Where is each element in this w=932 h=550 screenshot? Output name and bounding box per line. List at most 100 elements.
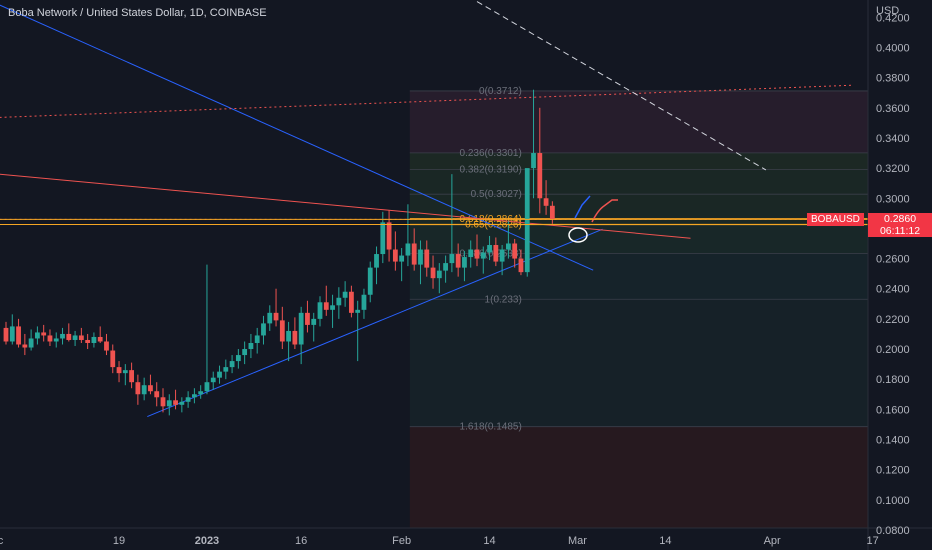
candle-body (9, 326, 15, 342)
candle-body (223, 367, 229, 372)
candle-body (355, 309, 361, 313)
candle-body (235, 355, 241, 362)
price-tick-label: 0.4200 (876, 12, 910, 24)
candle-body (418, 249, 423, 265)
annotation-circle (568, 227, 588, 243)
fib-zone (409, 224, 868, 254)
candle-body (336, 297, 342, 306)
candle-body (543, 198, 549, 206)
price-tick-label: 0.1400 (876, 434, 910, 446)
candle-body (436, 270, 442, 279)
candle-body (411, 243, 417, 265)
time-tick-label: Feb (392, 535, 411, 547)
candle-body (160, 397, 166, 407)
candle-body (22, 344, 28, 348)
candle-body (487, 244, 492, 253)
trendline-descending-resistance (0, 4, 594, 271)
candle-body (380, 222, 386, 255)
candle-body (66, 333, 72, 340)
candle-body (405, 243, 411, 256)
candle-body (110, 350, 116, 368)
price-tick-label: 0.3200 (876, 163, 910, 175)
candle-body (242, 349, 248, 356)
candle-body (399, 255, 405, 262)
candle-body (392, 249, 398, 262)
trendline-long-red-trend (0, 173, 691, 239)
candle-body (349, 291, 354, 313)
candle-body (229, 361, 235, 368)
candle-body (135, 382, 141, 395)
fib-level-label: 0.5(0.3027) (471, 189, 522, 200)
fib-level-label: 0(0.3712) (479, 86, 522, 97)
candle-body (330, 305, 335, 310)
candle-body (317, 302, 323, 319)
candle-body (531, 153, 536, 169)
candle-body (305, 312, 310, 325)
fib-zone (409, 253, 868, 300)
symbol-price-label: BOBAUSD (807, 213, 864, 226)
candle-body (323, 302, 329, 310)
price-tick-label: 0.1800 (876, 374, 910, 386)
fib-level-label: 1(0.233) (485, 294, 522, 305)
candle-body (192, 394, 197, 398)
candle-body (116, 367, 122, 374)
candle-body (311, 318, 317, 325)
fib-zone (409, 426, 868, 528)
candle-body (104, 341, 109, 351)
price-tick-label: 0.0800 (876, 525, 910, 537)
candle-body (47, 335, 53, 342)
fib-level-label: 0.786(0.2633) (460, 249, 522, 260)
trendline-upper-red-dotted (0, 84, 854, 118)
fib-zone (409, 169, 868, 225)
time-tick-label: 16 (295, 535, 307, 547)
time-tick-label: 17 (867, 535, 879, 547)
candle-body (254, 335, 260, 343)
candle-body (60, 333, 65, 339)
time-tick-label: 2023 (195, 535, 219, 547)
candle-body (443, 263, 448, 271)
price-tick-label: 0.3600 (876, 103, 910, 115)
candle-body (468, 249, 474, 258)
candle-body (455, 254, 461, 268)
candle-body (166, 400, 172, 407)
candle-body (518, 258, 524, 273)
time-tick-label: 14 (483, 535, 495, 547)
current-price-tag: 0.2860 (868, 213, 932, 225)
time-tick-label: Dec (0, 535, 4, 547)
candle-body (279, 320, 285, 342)
candle-body (122, 370, 128, 374)
candle-body (3, 327, 9, 342)
price-tick-label: 0.2400 (876, 284, 910, 296)
candle-body (248, 342, 254, 350)
candle-body (430, 267, 436, 279)
candle-body (16, 326, 21, 345)
candle-body (185, 397, 191, 402)
candle-body (493, 244, 499, 262)
price-tick-label: 0.1200 (876, 465, 910, 477)
annotation-blue-stroke (574, 195, 591, 219)
price-tick-label: 0.3000 (876, 193, 910, 205)
fib-level-label: 0.236(0.3301) (460, 148, 522, 159)
candle-body (210, 377, 216, 383)
candle-body (141, 385, 147, 395)
candle-body (449, 254, 455, 264)
time-axis-panel (0, 528, 932, 550)
candle-body (386, 222, 392, 250)
candle-body (35, 332, 40, 339)
trendline-white-dashed (476, 1, 767, 171)
candle-body (480, 252, 486, 259)
countdown-tag: 06:11:12 (868, 225, 932, 237)
price-tick-label: 0.2200 (876, 314, 910, 326)
fib-zone (409, 152, 868, 170)
price-axis-panel (868, 0, 932, 550)
candle-body (97, 336, 103, 342)
candle-body (78, 335, 84, 340)
price-tick-label: 0.3400 (876, 133, 910, 145)
fib-level-label: 0.382(0.3190) (460, 165, 522, 176)
candle-body (361, 294, 367, 310)
candle-body (148, 385, 153, 392)
time-tick-label: Mar (568, 535, 587, 547)
candle-body (129, 370, 134, 383)
